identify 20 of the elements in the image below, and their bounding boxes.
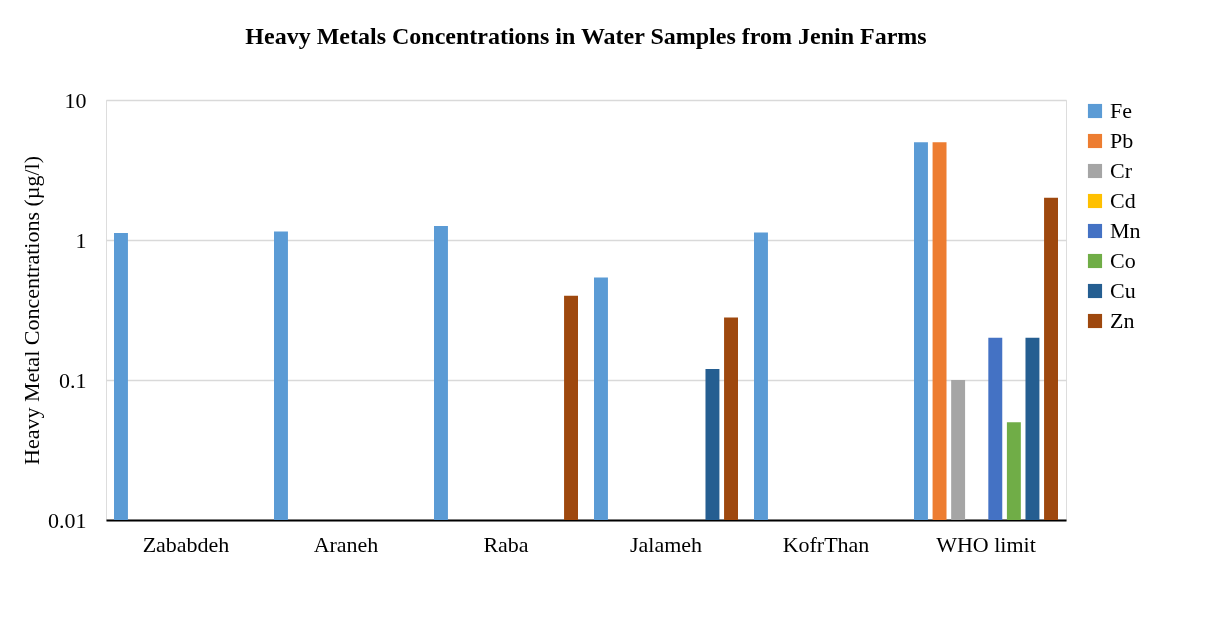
legend-label: Cd [1110,188,1136,213]
y-axis-title: Heavy Metal Concentrations (µg/l) [19,156,44,465]
x-tick-label: WHO limit [936,531,1036,557]
legend-label: Co [1110,248,1136,273]
legend-label: Zn [1110,308,1135,333]
x-tick-label: Araneh [313,531,379,557]
legend-label: Pb [1110,128,1134,153]
x-tick-label: Jalameh [629,531,703,557]
legend-label: Mn [1110,218,1141,243]
y-tick-label: 1 [75,227,87,253]
chart-title: Heavy Metals Concentrations in Water Samples from Jenin Farms [245,23,927,49]
x-tick-label: Zababdeh [142,531,230,557]
y-tick-label: 0.1 [59,367,87,393]
legend-label: Cu [1110,278,1136,303]
x-tick-label: KofrThan [782,531,870,557]
y-tick-label: 0.01 [48,507,87,533]
legend-label: Cr [1110,158,1133,183]
x-tick-label: Raba [483,531,529,557]
legend-label: Fe [1110,98,1132,123]
y-tick-label: 10 [64,87,87,113]
